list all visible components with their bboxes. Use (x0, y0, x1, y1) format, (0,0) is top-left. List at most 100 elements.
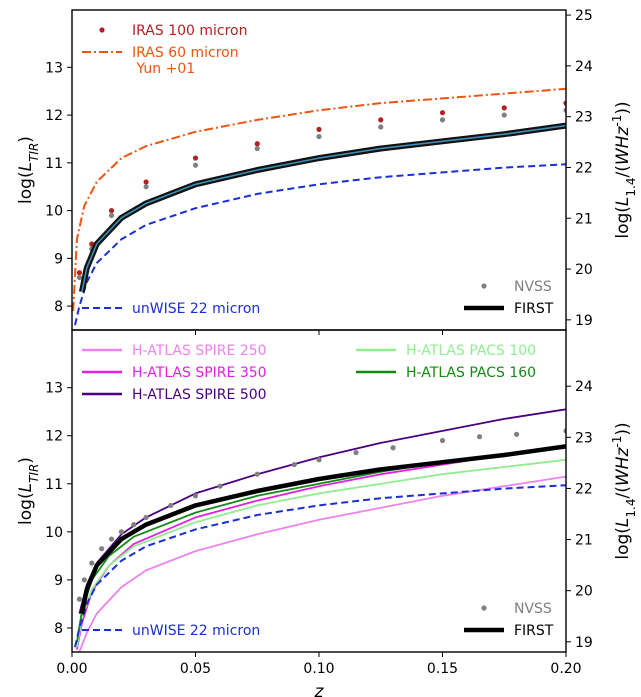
series-nvss-point (192, 493, 199, 499)
y-tick-label: 9 (54, 573, 63, 589)
series-nvss-point (476, 434, 483, 440)
legend-label: unWISE 22 micron (132, 301, 260, 317)
panel-bottom: 8 9 10 11 12 13 19 20 21 22 23 24 0.00 0.05 0.10 0.15 0.… (16, 329, 638, 697)
series-h-atlas-pacs-100 (76, 458, 566, 648)
series-nvss-point (192, 162, 199, 168)
y2-tick-label: 23 (575, 430, 593, 446)
legend-marker (99, 27, 105, 33)
y2-axis-label: log(L1.4/(WHz-1)) (610, 101, 638, 238)
y-tick-label: 11 (45, 156, 63, 172)
series-nvss-point (501, 112, 507, 118)
y2-tick-label: 22 (575, 481, 593, 497)
y-tick-label: 13 (45, 60, 63, 76)
legend-label: NVSS (514, 601, 552, 617)
y2-tick-label: 21 (575, 211, 593, 227)
legend-bottom-right: NVSS FIRST (464, 279, 554, 317)
legend-label: H-ATLAS SPIRE 350 (132, 365, 267, 381)
y-axis-label: log(LTIR) (16, 457, 41, 525)
legend-label: IRAS 60 micron Yun +01 (132, 45, 239, 77)
y-tick-label: 8 (54, 299, 63, 315)
series-nvss-point (143, 184, 149, 190)
y-axis-label: log(LTIR) (16, 136, 41, 204)
y2-tick-label: 19 (575, 313, 593, 329)
series-nvss-point (291, 461, 297, 468)
y2-tick-label: 22 (575, 160, 593, 176)
series-iras-60-micron (72, 87, 566, 311)
legend-top-right: H-ATLAS PACS 100 H-ATLAS PACS 160 (356, 343, 536, 381)
x-tick-label: 0.20 (550, 661, 581, 677)
y-tick-label: 9 (54, 251, 63, 267)
series-first-band (78, 122, 566, 293)
legend-bottom-left: unWISE 22 micron (82, 301, 260, 317)
series-nvss-point (143, 514, 149, 521)
legend-marker (481, 605, 487, 611)
y-tick-label: 8 (54, 621, 63, 637)
series-nvss-point (89, 560, 95, 566)
y-tick-label: 11 (45, 477, 63, 493)
series-unwise-22-micron (74, 484, 566, 648)
legend-label: H-ATLAS PACS 100 (406, 343, 536, 359)
series-nvss-point (118, 529, 124, 535)
series-nvss-point (439, 117, 446, 123)
y-tick-label: 10 (45, 525, 63, 541)
x-tick-label: 0.15 (427, 661, 458, 677)
series-nvss-point (514, 431, 520, 437)
y2-tick-label: 24 (575, 59, 593, 75)
x-tick-label: 0.05 (180, 661, 211, 677)
series-nvss-point (378, 124, 384, 130)
series-nvss-point (108, 536, 115, 542)
series-h-atlas-spire-250 (78, 475, 566, 652)
y2-tick-label: 20 (575, 262, 593, 278)
legend-label: FIRST (514, 623, 554, 639)
series-nvss-point (316, 133, 322, 140)
series-iras-100-micron-point (108, 207, 115, 214)
series-nvss-point (81, 577, 87, 583)
series-nvss-point (99, 546, 105, 552)
series-nvss-point (131, 522, 137, 528)
y-tick-label: 12 (45, 429, 63, 445)
legend-label: NVSS (514, 279, 552, 295)
series-nvss-point (217, 483, 223, 489)
y2-tick-label: 19 (575, 635, 593, 651)
series-nvss-point (254, 471, 260, 477)
legend-label: H-ATLAS SPIRE 250 (132, 343, 267, 359)
series-iras-100-micron-point (501, 105, 507, 111)
y-tick-label: 13 (45, 381, 63, 397)
y-tick-label: 12 (45, 108, 63, 124)
legend-bottom-right: NVSS FIRST (464, 601, 554, 639)
legend-label: unWISE 22 micron (132, 623, 260, 639)
y2-tick-label: 20 (575, 584, 593, 600)
series-nvss-point (168, 502, 174, 509)
series-iras-100-micron-point (143, 179, 149, 185)
y2-tick-label: 25 (575, 8, 593, 24)
series-nvss-point (254, 145, 260, 152)
series-nvss-point (108, 212, 115, 218)
series-nvss-point (439, 437, 446, 444)
y-tick-label: 10 (45, 204, 63, 220)
plot-area-top (72, 87, 566, 326)
series-nvss-point (76, 274, 83, 281)
y2-tick-label: 23 (575, 110, 593, 126)
x-tick-label: 0.10 (303, 661, 334, 677)
plot-area-bottom (74, 408, 566, 652)
legend-label: FIRST (514, 301, 554, 317)
series-nvss-point (76, 596, 83, 602)
series-iras-100-micron-point (316, 126, 322, 133)
series-nvss-point (316, 457, 322, 463)
series-iras-100-micron (76, 100, 566, 276)
legend-bottom-left: unWISE 22 micron (82, 623, 260, 639)
x-tick-label: 0.00 (56, 661, 87, 677)
legend-top-left: H-ATLAS SPIRE 250 H-ATLAS SPIRE 350 H-ATLA… (82, 343, 267, 403)
panel-top: 8 9 10 11 12 13 19 20 21 22 23 24 25 log(LTIR) log(L1.… (16, 8, 638, 335)
y2-tick-label: 24 (575, 379, 593, 395)
series-iras-100-micron-point (378, 117, 384, 123)
series-first (81, 124, 566, 292)
legend-label: IRAS 100 micron (132, 23, 248, 39)
legend-label: H-ATLAS SPIRE 500 (132, 387, 267, 403)
legend-label: H-ATLAS PACS 160 (406, 365, 536, 381)
y2-axis-label: log(L1.4/(WHz-1)) (610, 422, 638, 559)
legend-top-left: IRAS 100 micron IRAS 60 micron Yun +01 (82, 23, 248, 77)
legend-marker (481, 283, 487, 289)
series-iras-100-micron-point (439, 110, 446, 116)
